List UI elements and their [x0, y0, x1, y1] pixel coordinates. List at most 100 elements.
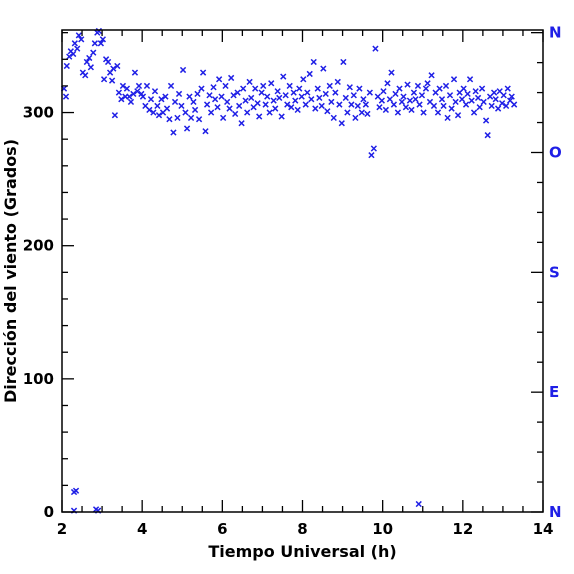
data-point [234, 89, 241, 96]
data-point [344, 109, 351, 116]
data-point [378, 97, 385, 104]
data-point [220, 114, 227, 122]
data-point [408, 106, 415, 114]
data-point [166, 116, 173, 123]
data-point [316, 94, 323, 102]
data-point [460, 85, 467, 92]
data-point [134, 88, 141, 95]
data-point [358, 109, 365, 116]
data-point [362, 101, 369, 108]
data-point [274, 88, 281, 95]
data-point [508, 93, 515, 100]
compass-label: N [549, 24, 562, 42]
data-point [322, 90, 329, 98]
data-point [183, 125, 191, 132]
data-point [198, 85, 205, 92]
data-point [194, 90, 201, 98]
data-point [384, 80, 391, 87]
data-point [308, 96, 315, 103]
data-point [70, 50, 77, 58]
data-point [280, 73, 287, 80]
data-point [151, 88, 159, 95]
data-point [462, 101, 470, 108]
data-point [504, 85, 511, 92]
y-tick-label: 100 [23, 370, 54, 388]
data-point [342, 94, 349, 102]
data-point [480, 98, 487, 106]
data-point [338, 120, 345, 127]
data-point [410, 89, 418, 96]
data-point [260, 82, 267, 90]
data-point [203, 101, 211, 108]
data-point [266, 109, 273, 116]
data-point [256, 113, 263, 120]
scatter-points [60, 27, 518, 514]
data-point [74, 45, 81, 52]
data-point [328, 98, 335, 106]
data-point [490, 89, 498, 96]
data-point [448, 105, 455, 112]
data-point [382, 106, 390, 114]
data-point [215, 76, 223, 83]
data-point [386, 96, 394, 103]
data-point [296, 85, 303, 92]
compass-label: N [549, 503, 562, 521]
compass-labels: N O S E N [549, 24, 562, 521]
data-point [366, 89, 373, 96]
data-point [119, 82, 127, 90]
data-point [484, 132, 491, 139]
data-point [292, 97, 299, 104]
y-tick-labels: 0 100 200 300 [23, 104, 54, 521]
data-point [340, 58, 347, 66]
data-point [108, 77, 116, 84]
data-point [162, 93, 169, 100]
data-point [394, 109, 402, 116]
data-point [210, 84, 217, 91]
data-point [278, 113, 285, 120]
data-point [207, 109, 215, 116]
data-point [163, 105, 171, 112]
data-point [440, 102, 447, 110]
data-point [380, 88, 387, 95]
data-point [458, 96, 466, 103]
data-point [78, 36, 85, 43]
data-point [372, 45, 379, 52]
data-point [476, 104, 483, 111]
data-point [306, 70, 313, 78]
data-point [396, 85, 403, 92]
data-point [230, 92, 237, 99]
compass-label: E [549, 383, 559, 401]
axis-ticks [61, 30, 544, 513]
data-point [111, 112, 119, 119]
x-tick-label: 2 [57, 520, 67, 538]
data-point [466, 76, 474, 83]
x-tick-label: 10 [372, 520, 393, 538]
data-point [276, 94, 283, 102]
data-point [270, 97, 277, 104]
data-point [126, 93, 133, 100]
data-point [404, 81, 411, 88]
compass-label: S [549, 263, 560, 281]
data-point [438, 96, 446, 103]
data-point [258, 89, 265, 96]
data-point [246, 78, 253, 86]
data-point [474, 94, 482, 102]
data-point [290, 89, 297, 96]
data-point [346, 84, 353, 91]
data-point [314, 85, 321, 92]
data-point [66, 53, 73, 60]
data-point [127, 98, 135, 106]
data-point [186, 93, 193, 100]
data-point [416, 101, 423, 108]
data-point [97, 40, 105, 47]
data-point [302, 101, 309, 108]
x-axis-label: Tiempo Universal (h) [208, 542, 396, 561]
data-point [334, 78, 341, 86]
data-point [492, 96, 499, 103]
data-point [388, 69, 395, 76]
data-point [350, 92, 357, 99]
data-point [252, 85, 259, 92]
data-point [191, 106, 199, 114]
data-point [444, 114, 451, 122]
